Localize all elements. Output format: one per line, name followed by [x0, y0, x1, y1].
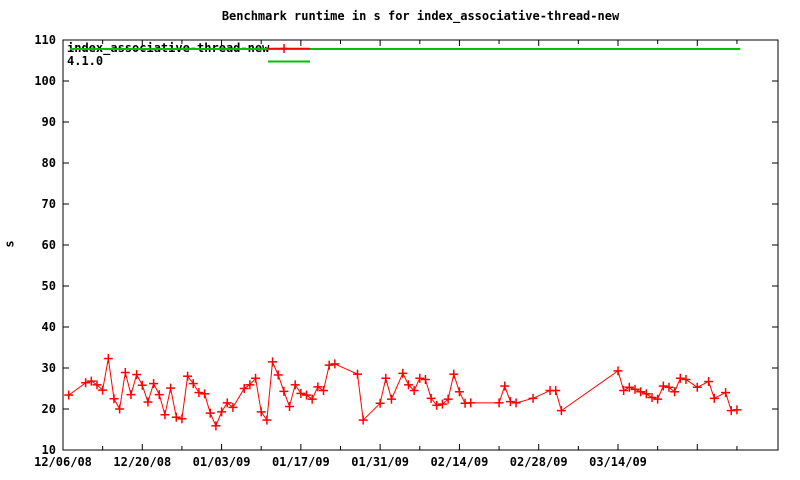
plot-border	[62, 39, 779, 451]
y-tick-label: 10	[41, 442, 56, 457]
x-tick-label: 01/31/09	[351, 455, 410, 469]
runtime-series-line	[68, 358, 737, 428]
y-tick-label: 60	[41, 237, 56, 252]
x-tick-label: 02/14/09	[430, 455, 489, 469]
y-tick-label: 110	[34, 32, 56, 47]
y-tick-label: 40	[41, 319, 56, 334]
chart-title: Benchmark runtime in s for index_associa…	[221, 9, 620, 23]
y-tick-label: 90	[41, 114, 56, 129]
y-tick-label: 70	[41, 196, 56, 211]
y-tick-label: 100	[34, 73, 56, 88]
y-tick-label: 80	[41, 155, 56, 170]
x-tick-label: 01/03/09	[192, 455, 251, 469]
x-tick-label: 12/20/08	[113, 455, 172, 469]
y-tick-label: 20	[41, 401, 56, 416]
x-tick-label: 01/17/09	[271, 455, 330, 469]
x-tick-label: 03/14/09	[589, 455, 647, 469]
x-tick-label: 12/06/08	[34, 455, 92, 469]
y-tick-label: 30	[41, 360, 56, 375]
legend-label-baseline: 4.1.0	[67, 54, 104, 68]
x-tick-label: 02/28/09	[509, 455, 568, 469]
y-tick-label: 50	[41, 278, 56, 293]
